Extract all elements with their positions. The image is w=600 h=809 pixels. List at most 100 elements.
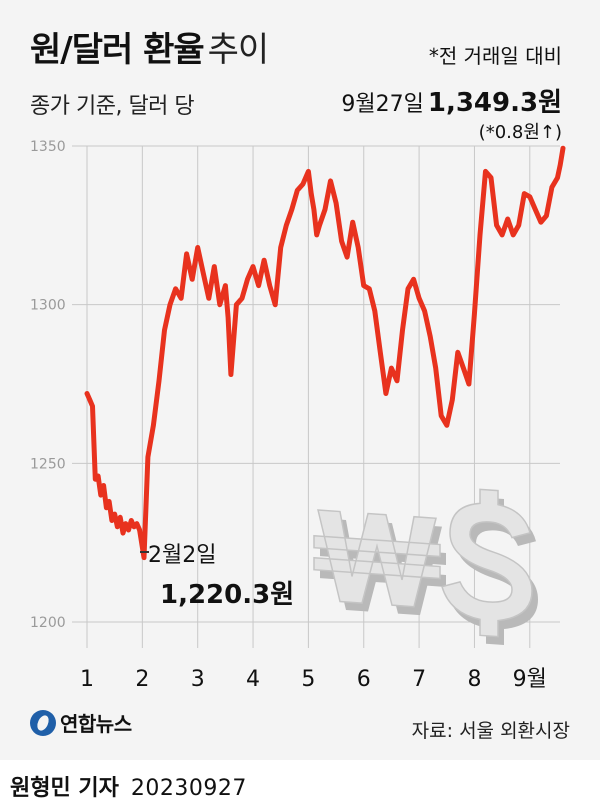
low-value: 1,220.3원 [160,580,295,610]
x-tick-label: 3 [191,667,205,692]
y-tick-label: 1250 [30,456,66,472]
data-point [96,474,100,478]
data-point [522,192,526,196]
title-sub: 추이 [207,30,270,70]
data-point [315,233,319,237]
data-point [85,391,89,396]
data-point [378,350,382,354]
data-point [284,223,288,227]
data-point [434,366,438,370]
data-point [104,506,108,510]
x-tick-label: 5 [301,667,315,692]
latest-annotation: 9월27일 1,349.3원 [341,82,562,119]
x-tick-label: 4 [246,667,260,692]
y-tick-label: 1300 [30,298,66,314]
data-point [511,233,515,237]
x-tick-label: 9월 [513,667,547,692]
data-point [533,207,537,212]
data-point [340,239,344,243]
data-point [483,169,488,173]
data-point [428,334,432,338]
data-point [190,277,194,281]
data-point [373,309,377,313]
data-point [88,398,92,402]
won-dollar-emblem-icon [313,488,538,646]
data-point [461,366,465,370]
data-point [151,423,156,427]
data-point [356,245,360,250]
data-point [367,287,371,291]
data-point [362,284,366,288]
data-point [400,328,405,332]
latest-date: 9월27일 [341,92,424,117]
title: 원/달러 환율 추이 [30,22,270,71]
data-point [185,252,189,256]
data-point [334,201,338,205]
data-point [121,531,125,535]
data-point [256,284,261,288]
data-point [411,277,416,281]
x-tick-label: 6 [357,667,371,692]
x-tick-label: 2 [135,667,149,692]
data-point [129,518,133,523]
data-point [517,223,521,227]
data-point [290,207,294,212]
data-point [406,287,410,291]
x-tick-label: 7 [412,667,426,692]
data-point [229,372,233,377]
data-point [345,255,349,259]
data-point [295,188,299,193]
data-point [115,525,120,529]
data-point [472,312,477,316]
latest-change: (*0.8원↑) [478,122,562,143]
data-point [506,217,510,221]
data-point [212,264,216,269]
data-point [494,223,499,227]
data-point [301,182,305,186]
data-point [384,391,388,396]
data-point [273,303,277,307]
data-point [90,404,95,408]
reporter: 원형민 기자 [10,776,119,801]
data-point [132,525,136,529]
data-point [226,315,230,319]
data-point [561,146,565,150]
data-point [306,169,310,173]
data-point [124,522,128,526]
brand-name: 연합뉴스 [60,712,132,736]
data-point [456,350,460,354]
data-point [450,398,454,402]
data-point [317,223,322,227]
data-point [544,214,548,218]
data-point [500,233,504,237]
data-point [439,414,443,418]
y-tick-label: 1350 [30,139,66,155]
data-point [245,277,250,281]
data-point [328,179,333,183]
data-point [251,264,255,269]
data-point [137,528,142,532]
change-note: *전 거래일 대비 [428,44,562,68]
data-point [539,220,543,224]
subtitle: 종가 기준, 달러 당 [30,94,195,119]
data-point [417,296,421,300]
data-point [218,303,222,307]
data-point [445,423,449,427]
data-point [268,284,272,288]
data-point [201,271,205,275]
data-point [162,328,167,332]
latest-value: 1,349.3원 [427,88,562,118]
data-point [102,483,106,488]
data-point [142,555,146,560]
data-point [312,207,316,212]
data-point [478,233,482,237]
data-point [555,176,560,180]
data-point [93,477,97,481]
publish-date: 20230927 [130,776,247,801]
data-point [467,382,471,386]
data-point [110,518,114,523]
title-main: 원/달러 환율 [30,30,205,70]
yonhap-logo-icon [30,709,56,736]
data-point [126,528,131,532]
data-point [173,287,178,291]
